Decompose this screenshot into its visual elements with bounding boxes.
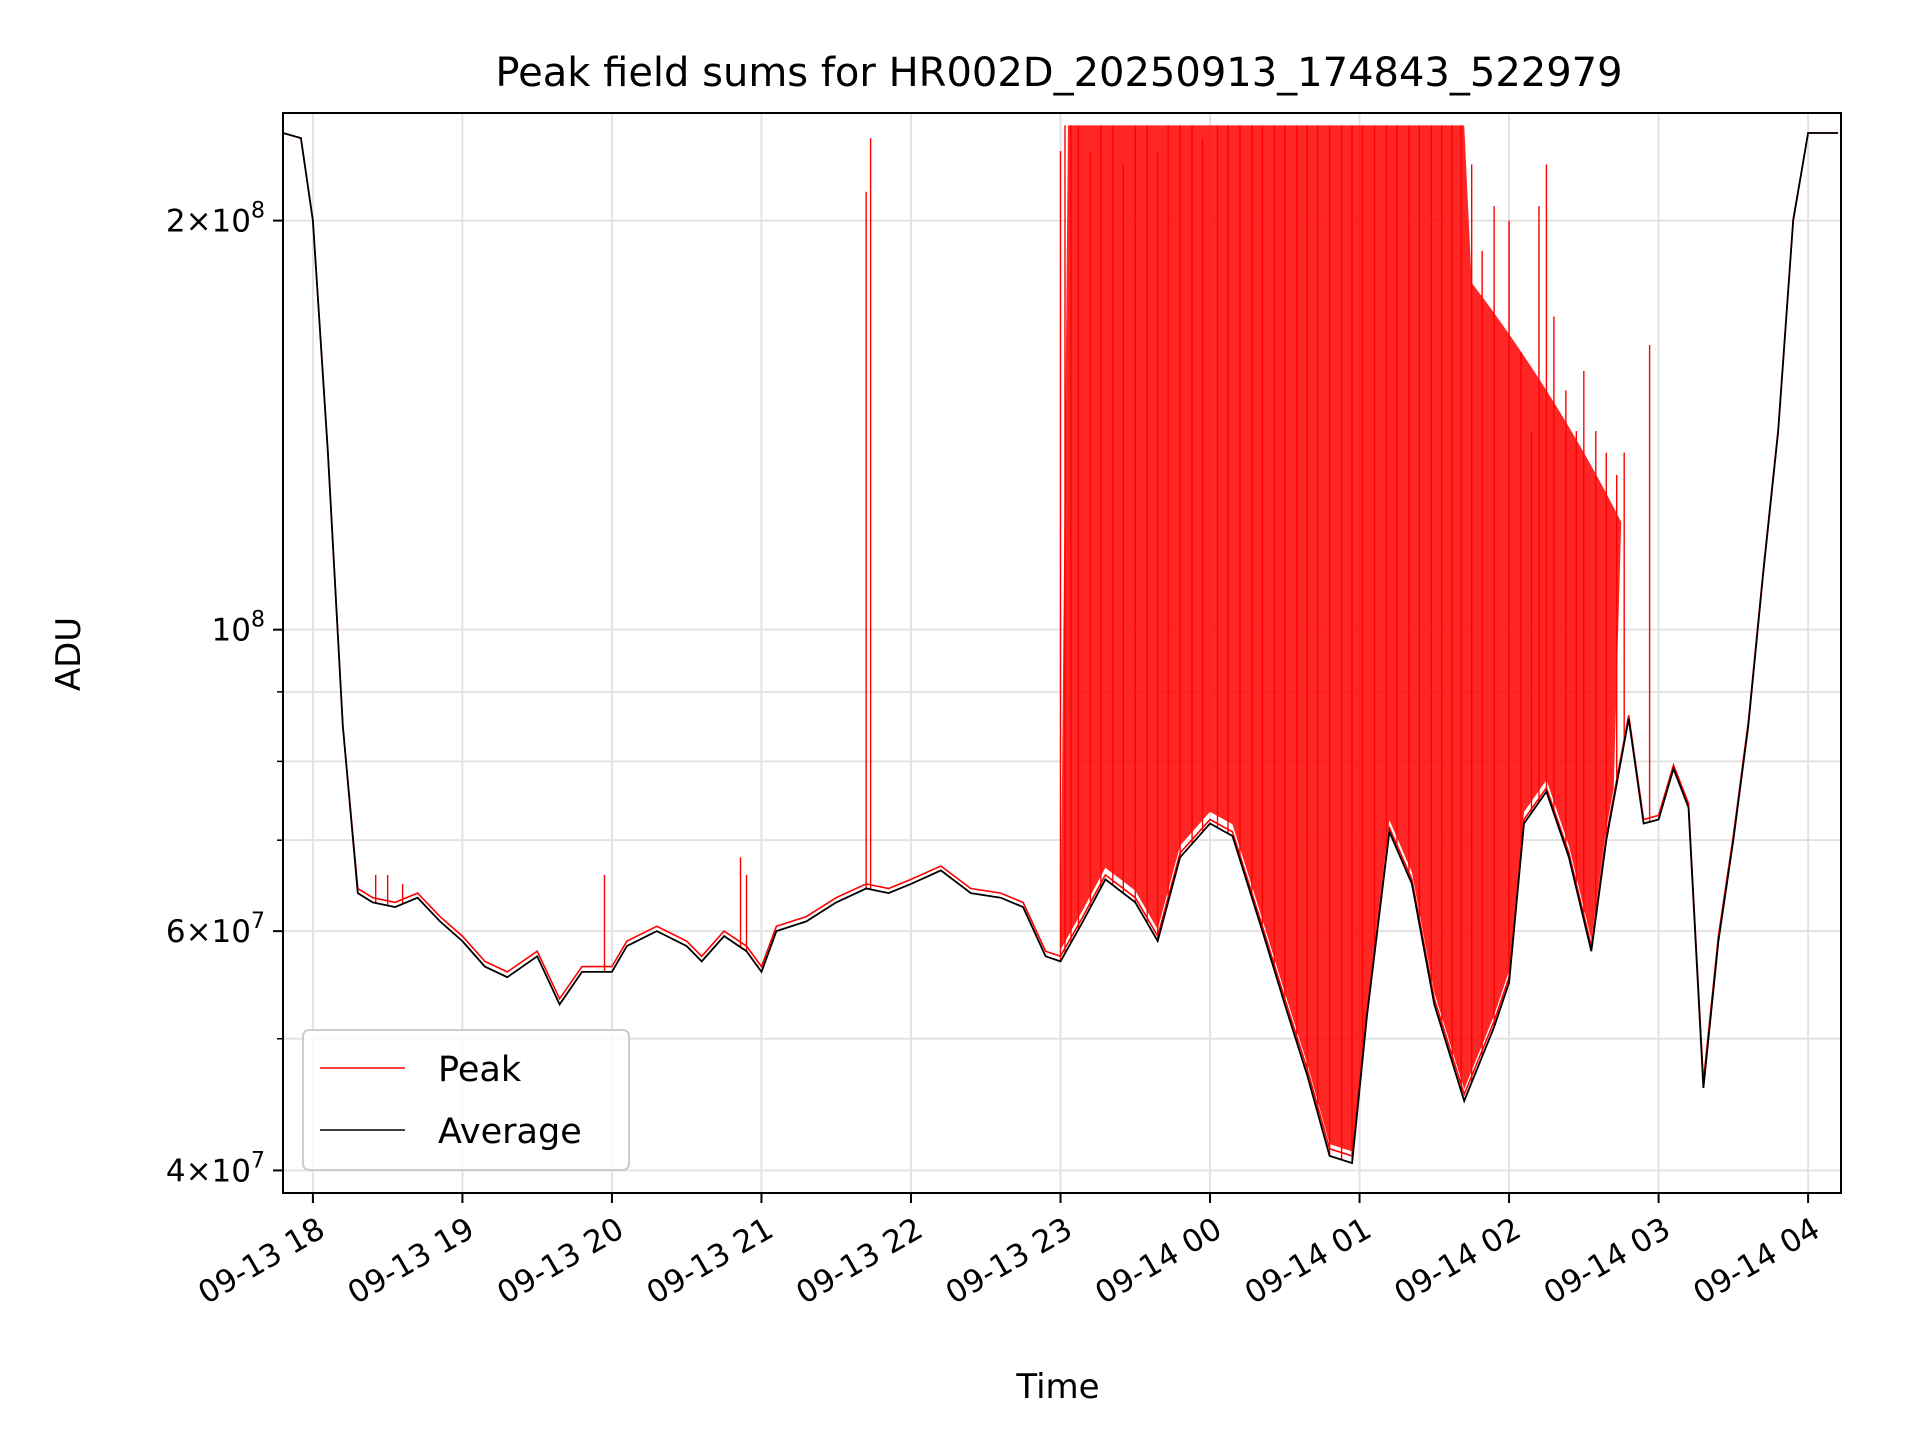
chart-title: Peak field sums for HR002D_20250913_1748… bbox=[495, 50, 1622, 96]
y-tick-label: 108 bbox=[212, 608, 265, 649]
y-axis-label: ADU bbox=[49, 617, 89, 691]
y-tick-label: 2×108 bbox=[166, 199, 265, 240]
legend: Peak Average bbox=[302, 1029, 630, 1171]
legend-peak-label: Peak bbox=[438, 1050, 522, 1090]
legend-average-label: Average bbox=[438, 1112, 582, 1152]
plot-frame bbox=[282, 112, 1842, 1194]
y-axis: 4×107 6×107 108 2×108 bbox=[166, 199, 283, 1189]
x-axis-label: Time bbox=[1015, 1367, 1099, 1407]
y-tick-label: 6×107 bbox=[166, 909, 265, 950]
peak-band bbox=[1060, 125, 1622, 1152]
peak-series-line bbox=[283, 132, 1838, 1157]
legend-box bbox=[302, 1029, 630, 1171]
plot-area bbox=[283, 125, 1838, 1165]
average-series-line bbox=[283, 132, 1838, 1165]
y-tick-label: 4×107 bbox=[166, 1148, 265, 1189]
